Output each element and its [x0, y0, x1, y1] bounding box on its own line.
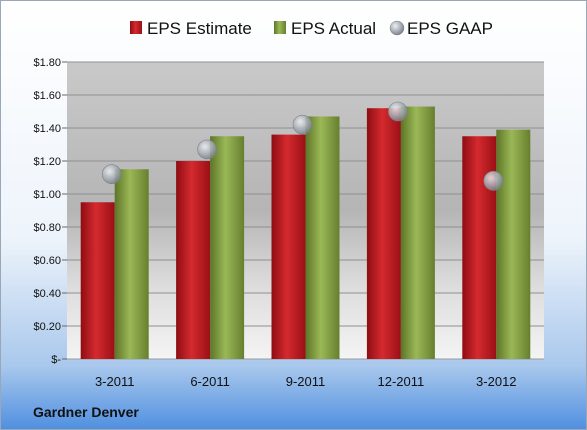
x-tick-label: 9-2011 [286, 374, 326, 389]
y-tick-label: $1.60 [33, 90, 61, 102]
y-axis-ticks: $- $0.20 $0.40 $0.60 $0.80 $1.00 $1.20 $1.40 $1.… [33, 57, 61, 366]
gaap-point [101, 164, 122, 184]
y-tick-label: $0.20 [33, 321, 61, 333]
bars [80, 106, 531, 359]
y-tick-label: $1.00 [33, 189, 61, 201]
y-tick-label: $1.40 [33, 123, 61, 135]
gaap-points [101, 101, 504, 191]
y-tick-label: $1.80 [33, 57, 61, 69]
y-tick-label: $- [51, 354, 61, 366]
estimate-bar [366, 108, 401, 359]
actual-bar [210, 136, 245, 359]
legend-swatch [274, 21, 286, 34]
x-axis-ticks: 3-2011 6-2011 9-2011 12-2011 3-2012 [95, 374, 517, 389]
legend-label: EPS GAAP [407, 19, 493, 38]
y-tick-label: $0.80 [33, 222, 61, 234]
x-tick-label: 3-2011 [95, 374, 135, 389]
estimate-bar [271, 134, 306, 359]
y-tick-label: $0.40 [33, 288, 61, 300]
legend-swatch [389, 20, 405, 36]
gaap-point [197, 139, 217, 160]
legend: EPS Estimate EPS Actual EPS GAAP [130, 19, 493, 38]
x-tick-label: 6-2011 [190, 374, 230, 389]
gaap-point [483, 171, 504, 191]
y-tick-label: $0.60 [33, 255, 61, 267]
gaap-point [292, 114, 313, 135]
estimate-bar [80, 202, 115, 359]
legend-label: EPS Actual [291, 19, 376, 38]
x-tick-label: 12-2011 [378, 374, 425, 389]
gaap-point [388, 101, 408, 122]
company-name: Gardner Denver [33, 404, 139, 420]
estimate-bar [176, 161, 211, 359]
actual-bar [496, 129, 531, 359]
actual-bar [114, 169, 149, 359]
legend-label: EPS Estimate [147, 19, 252, 38]
legend-swatch [130, 21, 142, 34]
x-tick-label: 3-2012 [476, 374, 516, 389]
y-tick-label: $1.20 [33, 156, 61, 168]
estimate-bar [462, 136, 497, 359]
actual-bar [305, 116, 340, 359]
actual-bar [400, 106, 435, 359]
